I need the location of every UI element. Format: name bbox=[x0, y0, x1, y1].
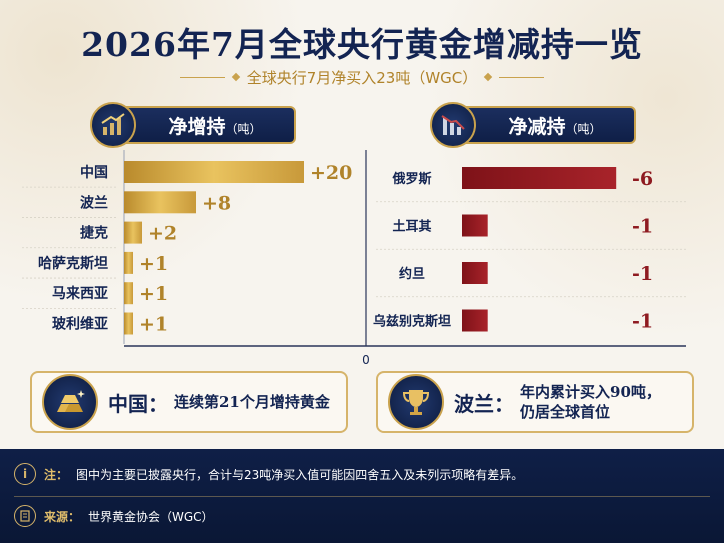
data-label: -6 bbox=[632, 168, 653, 190]
bar-increase bbox=[124, 161, 304, 183]
bar-chart-up-icon bbox=[90, 102, 136, 148]
category-label: 乌兹别克斯坦 bbox=[373, 314, 451, 330]
data-label: -1 bbox=[632, 263, 653, 285]
footer-note-label: 注： bbox=[44, 467, 69, 482]
footer-source-label: 来源： bbox=[44, 509, 81, 524]
data-label: +1 bbox=[139, 283, 168, 305]
footer-divider bbox=[14, 496, 710, 497]
decrease-panel-header: 净减持（吨） bbox=[430, 102, 636, 148]
bar-increase bbox=[124, 282, 133, 305]
decrease-panel-title: 净减持（吨） bbox=[508, 115, 602, 138]
info-icon: i bbox=[14, 463, 36, 485]
footer-note-text: 图中为主要已披露央行，合计与23吨净买入值可能因四舍五入及未列示项略有差异。 bbox=[76, 467, 524, 482]
poland-callout-line2: 仍居全球首位 bbox=[520, 403, 611, 421]
bar-decrease bbox=[462, 214, 488, 237]
footer-source: 来源： 世界黄金协会（WGC） bbox=[14, 505, 214, 527]
bar-decrease bbox=[462, 262, 488, 284]
category-label: 俄罗斯 bbox=[391, 171, 431, 187]
data-label: +1 bbox=[139, 253, 168, 275]
footer: i 注： 图中为主要已披露央行，合计与23吨净买入值可能因四舍五入及未列示项略有… bbox=[0, 449, 724, 543]
subtitle-dot-right bbox=[484, 72, 493, 82]
data-label: -1 bbox=[632, 311, 653, 333]
category-label: 约旦 bbox=[399, 266, 425, 282]
increase-panel-header: 净增持（吨） bbox=[90, 102, 296, 148]
china-callout-text: 连续第21个月增持黄金 bbox=[174, 393, 330, 411]
subtitle-line-right bbox=[499, 76, 544, 78]
gold-bars-icon bbox=[42, 374, 98, 430]
category-label: 捷克 bbox=[80, 225, 108, 242]
subtitle-row: 全球央行7月净买入23吨（WGC） bbox=[180, 66, 544, 88]
subtitle-dot-left bbox=[231, 72, 240, 82]
category-label: 波兰 bbox=[80, 194, 108, 211]
footer-note: i 注： 图中为主要已披露央行，合计与23吨净买入值可能因四舍五入及未列示项略有… bbox=[14, 463, 523, 485]
data-label: +2 bbox=[148, 223, 177, 245]
document-icon bbox=[14, 505, 36, 527]
page-title: 2026年7月全球央行黄金增减持一览 bbox=[81, 25, 643, 64]
china-callout: 中国： 连续第21个月增持黄金 bbox=[30, 371, 348, 433]
subtitle-line-left bbox=[180, 76, 225, 78]
bar-increase bbox=[124, 221, 142, 244]
data-label: -1 bbox=[632, 216, 653, 238]
data-label: +8 bbox=[202, 192, 231, 214]
bar-increase bbox=[124, 251, 133, 274]
category-label: 中国 bbox=[80, 164, 108, 181]
bar-chart-down-icon bbox=[430, 102, 476, 148]
category-label: 玻利维亚 bbox=[52, 316, 108, 333]
zero-tick-label: 0 bbox=[362, 353, 370, 367]
subtitle: 全球央行7月净买入23吨（WGC） bbox=[246, 68, 478, 87]
data-label: +20 bbox=[310, 162, 352, 184]
china-callout-label: 中国： bbox=[108, 391, 168, 416]
poland-callout-label: 波兰： bbox=[454, 391, 514, 416]
increase-panel-title: 净增持（吨） bbox=[168, 115, 262, 138]
data-label: +1 bbox=[139, 314, 168, 336]
category-label: 土耳其 bbox=[392, 219, 431, 235]
footer-source-text: 世界黄金协会（WGC） bbox=[88, 509, 214, 524]
category-label: 哈萨克斯坦 bbox=[38, 255, 108, 272]
trophy-icon bbox=[388, 374, 444, 430]
bar-chart: 中国 +20 波兰 +8 捷克 +2 哈萨克斯坦 +1 马来西亚 +1 玻利维亚 +1 0 俄罗斯 -6 土耳… bbox=[22, 150, 686, 367]
bar-increase bbox=[124, 312, 133, 335]
bar-decrease bbox=[462, 309, 488, 332]
poland-callout-line1: 年内累计买入90吨， bbox=[520, 383, 661, 401]
bar-increase bbox=[124, 191, 196, 214]
poland-callout: 波兰： 年内累计买入90吨， 仍居全球首位 bbox=[376, 371, 694, 433]
category-label: 马来西亚 bbox=[52, 286, 108, 302]
poland-callout-text: 年内累计买入90吨， 仍居全球首位 bbox=[520, 382, 661, 422]
bar-decrease bbox=[462, 167, 617, 189]
